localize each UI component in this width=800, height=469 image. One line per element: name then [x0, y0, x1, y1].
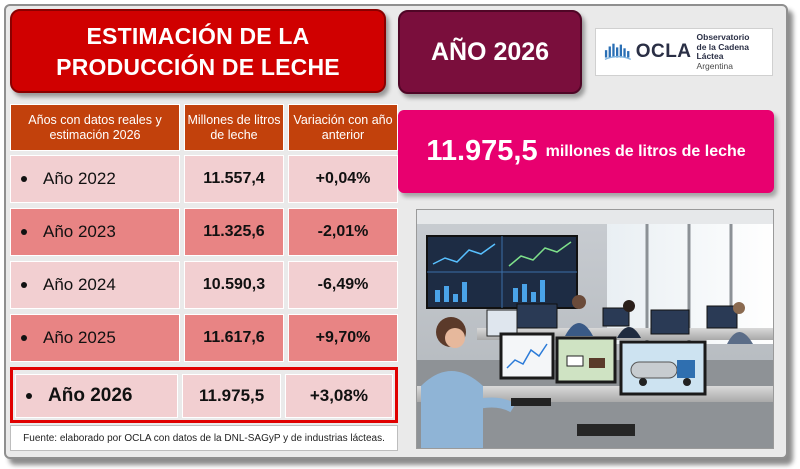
header-years: Años con datos reales y estimación 2026 — [10, 104, 180, 151]
main-title: ESTIMACIÓN DE LA PRODUCCIÓN DE LECHE — [10, 9, 386, 93]
row-year: Año 2025 — [43, 328, 116, 347]
row-liters: 11.975,5 — [182, 374, 281, 418]
row-liters: 11.325,6 — [184, 208, 284, 256]
row-year: Año 2024 — [43, 275, 116, 294]
row-year: Año 2023 — [43, 222, 116, 241]
row-liters: 11.557,4 — [184, 155, 284, 203]
ocla-logo-mark-icon — [604, 43, 632, 61]
control-room-illustration — [417, 210, 773, 448]
bullet-icon — [21, 229, 27, 235]
title-line-2: PRODUCCIÓN DE LECHE — [56, 54, 340, 80]
table-row: Año 2023 11.325,6 -2,01% — [10, 208, 398, 256]
row-year-cell: Año 2024 — [10, 261, 180, 309]
headline-value: 11.975,5 — [426, 135, 538, 167]
table-row: Año 2022 11.557,4 +0,04% — [10, 155, 398, 203]
headline-box: 11.975,5 millones de litros de leche — [398, 110, 774, 193]
row-liters: 11.617,6 — [184, 314, 284, 362]
bullet-icon — [21, 176, 27, 182]
row-variation: -2,01% — [288, 208, 398, 256]
header-liters: Millones de litros de leche — [184, 104, 284, 151]
row-year-cell: Año 2023 — [10, 208, 180, 256]
control-room-photo — [416, 209, 774, 449]
table-row: Año 2024 10.590,3 -6,49% — [10, 261, 398, 309]
title-line-1: ESTIMACIÓN DE LA — [86, 23, 310, 49]
row-liters: 10.590,3 — [184, 261, 284, 309]
header-variation: Variación con año anterior — [288, 104, 398, 151]
logo-subtitle: Observatorio de la Cadena Láctea Argenti… — [696, 32, 772, 71]
row-year-cell: Año 2025 — [10, 314, 180, 362]
table-row-highlighted: Año 2026 11.975,5 +3,08% — [10, 367, 398, 423]
logo-line-3: Argentina — [696, 60, 733, 71]
source-note: Fuente: elaborado por OCLA con datos de … — [10, 425, 398, 451]
table-row: Año 2025 11.617,6 +9,70% — [10, 314, 398, 362]
bullet-icon — [21, 282, 27, 288]
table-header: Años con datos reales y estimación 2026 … — [10, 104, 398, 151]
production-table: Años con datos reales y estimación 2026 … — [10, 104, 398, 428]
row-variation: +9,70% — [288, 314, 398, 362]
row-variation: -6,49% — [288, 261, 398, 309]
row-year-cell: Año 2026 — [15, 374, 179, 418]
row-year-cell: Año 2022 — [10, 155, 180, 203]
ocla-logo: OCLA Observatorio de la Cadena Láctea Ar… — [595, 28, 773, 76]
headline-unit: millones de litros de leche — [545, 142, 746, 160]
year-badge: AÑO 2026 — [398, 10, 582, 94]
bullet-icon — [26, 393, 32, 399]
row-year: Año 2022 — [43, 169, 116, 188]
row-variation: +0,04% — [288, 155, 398, 203]
row-variation: +3,08% — [284, 374, 393, 418]
logo-line-1: Observatorio — [696, 32, 750, 42]
bullet-icon — [21, 335, 27, 341]
logo-line-2: de la Cadena Láctea — [696, 41, 749, 61]
logo-word: OCLA — [635, 41, 692, 62]
row-year: Año 2026 — [48, 385, 133, 406]
